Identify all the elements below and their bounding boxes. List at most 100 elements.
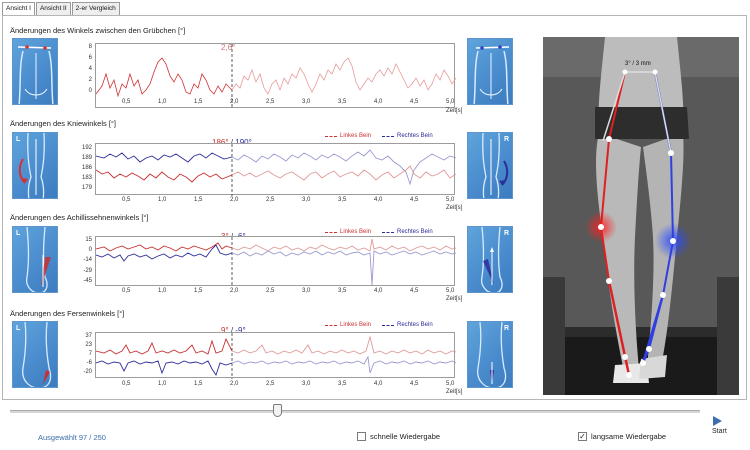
x-tick: 4,0 — [374, 99, 383, 105]
knee-right-illustration — [482, 133, 509, 198]
fast-playback-checkbox[interactable] — [357, 432, 366, 441]
heel-angle-plot — [95, 332, 456, 379]
x-tick: 5,0 — [446, 197, 455, 203]
knee-left-value: 186° — [212, 138, 229, 147]
x-tick: 1,0 — [158, 197, 167, 203]
heel-right-value: -9° — [235, 326, 246, 335]
x-unit: Zeit[s] — [446, 108, 463, 114]
x-tick: 2,5 — [266, 99, 275, 105]
knee-right-value: 190° — [235, 138, 252, 147]
right-marker: R — [503, 325, 509, 332]
y-tick: 186 — [81, 165, 92, 171]
y-tick: 0 — [88, 88, 92, 94]
timeline-slider-track[interactable] — [10, 410, 700, 413]
pit-angle-readout: 2,6° — [221, 43, 236, 52]
heel-right-illustration — [477, 322, 507, 387]
legend-right-leg: Rechtes Bein — [382, 322, 433, 328]
heel-left-thumbnail: L — [12, 321, 58, 388]
heel-angle-readout: 9° / -9° — [221, 326, 246, 335]
tab-ansicht-1[interactable]: Ansicht I — [2, 2, 35, 16]
x-tick: 4,5 — [410, 288, 419, 294]
timeline-slider-thumb[interactable] — [273, 404, 282, 417]
pit-left-thumbnail — [12, 38, 58, 105]
x-tick: 0,5 — [122, 381, 131, 387]
y-tick: 6 — [88, 55, 92, 61]
right-marker: R — [503, 230, 509, 237]
y-tick: -45 — [83, 278, 92, 284]
y-tick: -6 — [86, 360, 92, 366]
runner-video-frame: 3° / 3 mm — [543, 37, 739, 395]
readout-separator: / — [231, 138, 233, 147]
knee-right-thumbnail: R — [467, 132, 513, 199]
x-tick: 1,5 — [194, 288, 203, 294]
left-marker: L — [16, 136, 21, 143]
x-tick: 2,0 — [230, 197, 239, 203]
y-tick: 23 — [85, 342, 92, 348]
x-tick: 4,5 — [410, 197, 419, 203]
y-tick: 7 — [88, 351, 92, 357]
achilles-right-thumbnail: R — [467, 226, 513, 293]
x-tick: 2,0 — [230, 381, 239, 387]
achilles-left-illustration — [25, 227, 51, 292]
x-tick: 1,0 — [158, 288, 167, 294]
slow-playback-option[interactable]: ✓ langsame Wiedergabe — [578, 432, 666, 441]
y-tick: -29 — [83, 268, 92, 274]
y-tick: 179 — [81, 185, 92, 191]
x-tick: 1,0 — [158, 381, 167, 387]
achilles-left-thumbnail: L — [12, 226, 58, 293]
y-tick: 192 — [81, 145, 92, 151]
x-tick: 5,0 — [446, 99, 455, 105]
tab-2er-vergleich[interactable]: 2-er Vergleich — [71, 2, 120, 15]
knee-angle-plot — [95, 143, 456, 196]
left-marker: L — [16, 325, 21, 332]
achilles-right-illustration — [480, 227, 503, 292]
pit-angle-plot — [95, 43, 456, 109]
x-tick: 2,0 — [230, 99, 239, 105]
start-play-icon[interactable] — [713, 416, 722, 426]
heel-left-value: 9° — [221, 326, 229, 335]
x-tick: 0,5 — [122, 288, 131, 294]
slow-playback-checkbox[interactable]: ✓ — [578, 432, 587, 441]
x-tick: 3,5 — [338, 381, 347, 387]
fast-playback-label: schnelle Wiedergabe — [370, 432, 441, 441]
x-unit: Zeit[s] — [446, 296, 463, 302]
x-tick: 5,0 — [446, 288, 455, 294]
x-tick: 2,5 — [266, 288, 275, 294]
tab-ansicht-2[interactable]: Ansicht II — [35, 2, 71, 15]
back-pits-right-illustration — [473, 45, 510, 104]
legend-left-leg: Linkes Bein — [325, 229, 371, 235]
x-tick: 1,0 — [158, 99, 167, 105]
knee-left-thumbnail: L — [12, 132, 58, 199]
x-tick: 3,5 — [338, 99, 347, 105]
start-button-label[interactable]: Start — [712, 428, 727, 435]
pit-measure-label: 3° / 3 mm — [625, 61, 651, 67]
x-tick: 2,0 — [230, 288, 239, 294]
y-tick: 4 — [88, 66, 92, 72]
y-tick: -20 — [83, 369, 92, 375]
x-tick: 3,0 — [302, 99, 311, 105]
knee-left-illustration — [18, 133, 45, 198]
y-tick: 2 — [88, 77, 92, 83]
section-title-knee-angle: Änderungen des Kniewinkels [°] — [10, 119, 116, 128]
section-title-achilles-angle: Änderungen des Achillissehnenwinkels [°] — [10, 213, 149, 222]
x-tick: 2,5 — [266, 197, 275, 203]
y-tick: -14 — [83, 257, 92, 263]
x-tick: 4,0 — [374, 381, 383, 387]
x-tick: 4,5 — [410, 99, 419, 105]
readout-separator: / — [230, 326, 234, 335]
y-tick: 37 — [85, 333, 92, 339]
y-tick: 8 — [88, 44, 92, 50]
legend-right-leg: Rechtes Bein — [382, 229, 433, 235]
y-tick: 183 — [81, 175, 92, 181]
fast-playback-option[interactable]: schnelle Wiedergabe — [357, 432, 440, 441]
x-tick: 5,0 — [446, 381, 455, 387]
pit-right-thumbnail — [467, 38, 513, 105]
x-tick: 1,5 — [194, 197, 203, 203]
heel-right-thumbnail: R — [467, 321, 513, 388]
legend-right-leg: Rechtes Bein — [382, 133, 433, 139]
x-tick: 3,5 — [338, 197, 347, 203]
section-title-heel-angle: Änderungen des Fersenwinkels [°] — [10, 309, 125, 318]
y-tick: 0 — [88, 247, 92, 253]
y-tick: 189 — [81, 155, 92, 161]
y-tick: 15 — [85, 237, 92, 243]
